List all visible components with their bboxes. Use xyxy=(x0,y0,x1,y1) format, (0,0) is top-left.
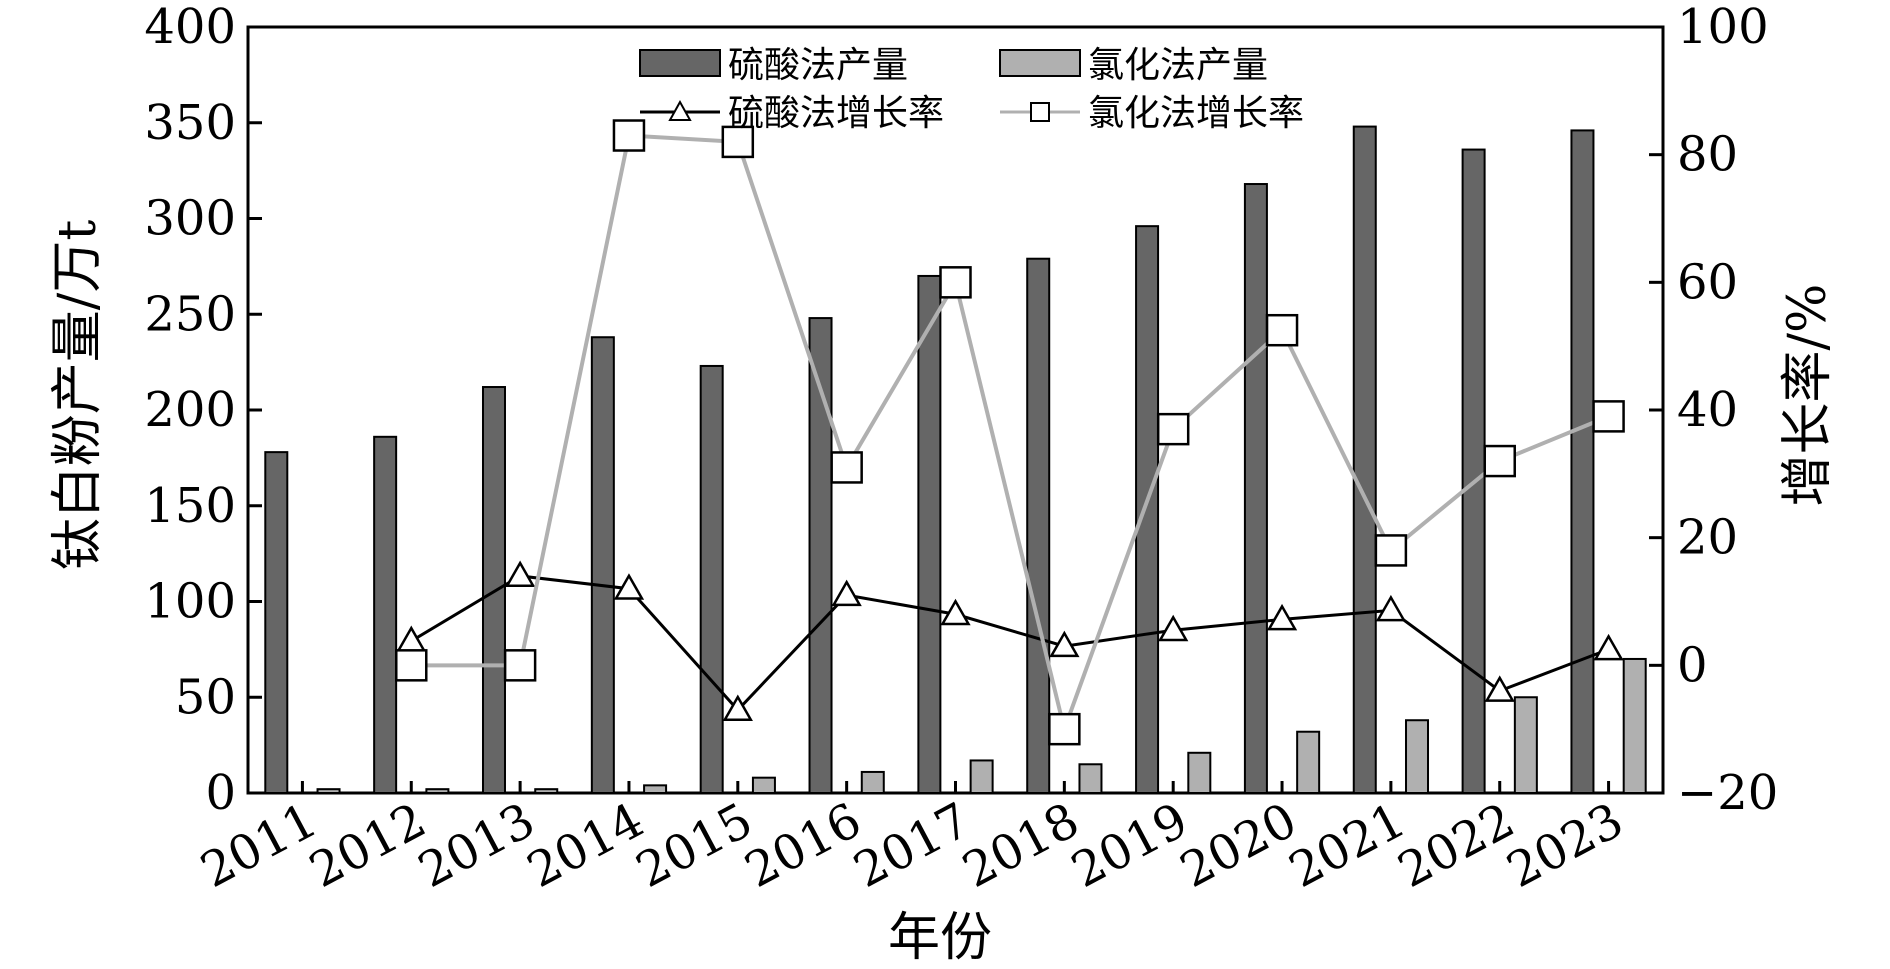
y-axis-title: 钛白粉产量/万t xyxy=(48,220,108,571)
y-tick-label: 300 xyxy=(144,191,236,247)
sulfate-growth-marker xyxy=(1593,633,1624,661)
y2-tick-label: 40 xyxy=(1677,382,1738,438)
legend-marker xyxy=(668,99,692,121)
y-tick-label: 100 xyxy=(144,574,236,630)
chloride-growth-marker xyxy=(1483,444,1516,478)
x-tick-label: 2013 xyxy=(410,792,544,899)
plot-frame xyxy=(246,25,1665,795)
bar-sulfate xyxy=(373,435,398,794)
sulfate-growth-marker xyxy=(613,573,645,600)
bar-sulfate xyxy=(808,317,833,794)
y-tick-label: 0 xyxy=(205,765,236,821)
y-tick-label: 150 xyxy=(144,478,236,534)
bar-sulfate xyxy=(1243,183,1268,794)
y2-tick-label: 20 xyxy=(1677,510,1738,566)
x-tick-label: 2016 xyxy=(736,792,870,899)
bar-chloride xyxy=(1296,730,1321,794)
sulfate-growth-marker xyxy=(396,625,427,653)
sulfate-growth-marker xyxy=(940,598,971,626)
sulfate-growth-marker xyxy=(1484,675,1515,702)
chloride-growth-marker xyxy=(395,649,428,682)
bar-chloride xyxy=(969,759,994,795)
chloride-growth-marker xyxy=(503,649,537,682)
bar-sulfate xyxy=(1352,125,1377,794)
bar-chloride xyxy=(534,788,559,794)
bar-sulfate xyxy=(699,364,724,794)
bar-chloride xyxy=(1622,657,1647,795)
chloride-growth-marker xyxy=(1048,712,1081,746)
y2-tick-label: −20 xyxy=(1677,765,1778,821)
chloride-growth-marker xyxy=(939,266,972,299)
bar-sulfate xyxy=(1570,129,1595,795)
bar-sulfate xyxy=(590,336,615,794)
sulfate-growth-marker xyxy=(831,579,862,607)
x-tick-label: 2022 xyxy=(1389,792,1523,899)
legend-swatch xyxy=(999,49,1081,77)
bar-sulfate xyxy=(1461,148,1486,794)
y-tick-label: 250 xyxy=(144,286,236,342)
bar-chloride xyxy=(751,776,776,794)
x-tick-label: 2014 xyxy=(518,792,652,899)
y-tick-label: 400 xyxy=(144,0,236,55)
legend-label: 氯化法增长率 xyxy=(1088,93,1304,134)
chloride-growth-line xyxy=(411,133,1610,737)
x-tick-label: 2018 xyxy=(954,792,1088,899)
x-tick-label: 2023 xyxy=(1498,792,1632,899)
x-tick-label: 2021 xyxy=(1280,792,1414,899)
chloride-growth-marker xyxy=(612,119,646,152)
bar-chloride xyxy=(425,788,450,794)
legend-swatch xyxy=(639,49,721,77)
y-tick-label: 50 xyxy=(175,669,236,725)
legend-label: 硫酸法增长率 xyxy=(728,93,944,134)
chloride-growth-marker xyxy=(1592,400,1625,433)
bar-chloride xyxy=(1078,763,1103,795)
chloride-growth-marker xyxy=(1265,313,1299,347)
x-axis-title: 年份 xyxy=(888,908,992,968)
bar-sulfate xyxy=(1135,225,1160,795)
x-tick-label: 2017 xyxy=(845,792,979,899)
y2-tick-label: 60 xyxy=(1677,254,1738,310)
chloride-growth-marker xyxy=(1156,412,1190,446)
bar-sulfate xyxy=(917,274,942,794)
y2-axis-title: 增长率/% xyxy=(1778,284,1838,507)
bar-chloride xyxy=(860,770,885,794)
y2-tick-label: 80 xyxy=(1677,127,1738,183)
sulfate-growth-marker xyxy=(1049,630,1080,658)
series-layer xyxy=(264,119,1647,795)
sulfate-growth-marker xyxy=(1375,594,1407,622)
chloride-growth-marker xyxy=(830,451,863,484)
bar-sulfate xyxy=(1026,257,1051,794)
sulfate-growth-marker xyxy=(504,560,536,587)
x-tick-label: 2019 xyxy=(1063,792,1197,899)
bar-chloride xyxy=(643,784,668,795)
bar-sulfate xyxy=(264,451,289,794)
legend-label: 硫酸法产量 xyxy=(728,45,908,86)
sulfate-growth-line xyxy=(410,574,1610,713)
y2-tick-label: 100 xyxy=(1677,0,1769,55)
x-tick-label: 2020 xyxy=(1172,792,1306,899)
chloride-growth-marker xyxy=(1374,534,1408,567)
sulfate-growth-marker xyxy=(1158,614,1189,642)
sulfate-growth-marker xyxy=(722,694,753,722)
legend-label: 氯化法产量 xyxy=(1088,45,1268,86)
x-tick-label: 2015 xyxy=(627,792,761,899)
x-tick-label: 2012 xyxy=(301,792,435,899)
y2-tick-label: 0 xyxy=(1677,637,1708,693)
bar-chloride xyxy=(1513,696,1538,794)
y-tick-label: 350 xyxy=(144,95,236,151)
chloride-growth-marker xyxy=(721,125,755,159)
bar-chloride xyxy=(1405,719,1430,794)
bar-chloride xyxy=(1187,751,1212,794)
legend-marker xyxy=(1030,102,1050,122)
sulfate-growth-marker xyxy=(1266,603,1298,631)
y-tick-label: 200 xyxy=(144,382,236,438)
bar-chloride xyxy=(316,788,341,794)
